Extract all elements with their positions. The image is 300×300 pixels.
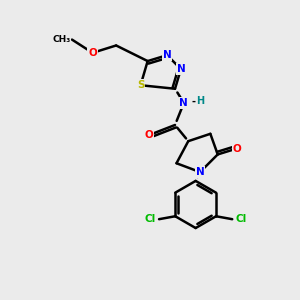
Text: N: N: [176, 64, 185, 74]
Text: N: N: [196, 167, 204, 177]
Text: Cl: Cl: [235, 214, 246, 224]
Text: -: -: [191, 96, 195, 106]
Text: N: N: [179, 98, 188, 108]
Text: Cl: Cl: [145, 214, 156, 224]
Text: O: O: [232, 143, 241, 154]
Text: O: O: [144, 130, 153, 140]
Text: H: H: [196, 96, 204, 106]
Text: S: S: [137, 80, 144, 90]
Text: CH₃: CH₃: [52, 35, 70, 44]
Text: O: O: [88, 48, 97, 58]
Text: N: N: [163, 50, 172, 60]
